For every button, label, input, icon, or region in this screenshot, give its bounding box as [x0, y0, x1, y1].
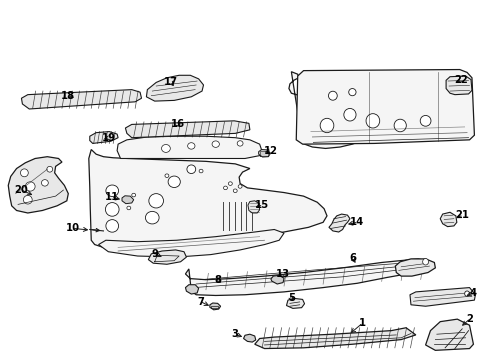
Polygon shape [287, 298, 305, 309]
Ellipse shape [238, 185, 242, 188]
Text: 13: 13 [276, 269, 290, 279]
Text: 22: 22 [454, 75, 467, 85]
Polygon shape [22, 90, 142, 109]
Text: 1: 1 [359, 319, 366, 328]
Ellipse shape [349, 89, 356, 96]
Polygon shape [147, 75, 203, 101]
Polygon shape [446, 76, 472, 95]
Text: 8: 8 [215, 275, 221, 285]
Polygon shape [90, 132, 118, 143]
Text: 7: 7 [197, 297, 204, 307]
Ellipse shape [394, 119, 406, 132]
Ellipse shape [21, 169, 28, 177]
Polygon shape [289, 72, 372, 148]
Ellipse shape [320, 118, 334, 133]
Text: 12: 12 [264, 145, 278, 156]
Ellipse shape [465, 291, 469, 296]
Text: 14: 14 [350, 217, 365, 227]
Text: 20: 20 [15, 185, 28, 195]
Polygon shape [125, 121, 250, 138]
Ellipse shape [423, 258, 429, 265]
Text: 5: 5 [288, 293, 295, 303]
Ellipse shape [168, 176, 180, 188]
Polygon shape [296, 69, 474, 144]
Polygon shape [89, 149, 327, 248]
Ellipse shape [233, 189, 237, 193]
Ellipse shape [228, 182, 232, 185]
Ellipse shape [223, 186, 227, 190]
Polygon shape [440, 212, 457, 226]
Text: 6: 6 [349, 253, 356, 263]
Polygon shape [148, 250, 186, 264]
Text: 2: 2 [466, 314, 473, 324]
Ellipse shape [344, 108, 356, 121]
Polygon shape [248, 201, 260, 213]
Polygon shape [210, 303, 220, 310]
Text: 11: 11 [105, 192, 120, 202]
Polygon shape [117, 136, 262, 158]
Polygon shape [244, 334, 256, 342]
Ellipse shape [162, 144, 171, 152]
Text: 4: 4 [470, 288, 477, 298]
Ellipse shape [165, 174, 169, 177]
Polygon shape [185, 285, 198, 294]
Text: 9: 9 [151, 248, 158, 258]
Text: 16: 16 [171, 120, 185, 129]
Polygon shape [395, 259, 435, 276]
Polygon shape [98, 229, 284, 257]
Polygon shape [185, 259, 431, 296]
Ellipse shape [42, 180, 49, 186]
Ellipse shape [187, 165, 196, 174]
Ellipse shape [149, 194, 164, 208]
Text: 15: 15 [255, 200, 269, 210]
Ellipse shape [212, 141, 220, 147]
Ellipse shape [132, 193, 136, 197]
Ellipse shape [25, 182, 35, 191]
Ellipse shape [237, 141, 243, 146]
Polygon shape [8, 157, 68, 213]
Ellipse shape [127, 206, 131, 210]
Text: 19: 19 [102, 133, 116, 143]
Ellipse shape [106, 185, 119, 197]
Polygon shape [410, 288, 475, 306]
Text: 10: 10 [66, 224, 80, 233]
Polygon shape [255, 328, 416, 348]
Ellipse shape [366, 114, 380, 128]
Ellipse shape [24, 195, 32, 204]
Text: 17: 17 [164, 77, 178, 87]
Ellipse shape [146, 211, 159, 224]
Text: 3: 3 [232, 329, 239, 339]
Polygon shape [122, 196, 134, 204]
Ellipse shape [106, 220, 119, 232]
Text: 21: 21 [455, 210, 469, 220]
Ellipse shape [188, 143, 195, 149]
Ellipse shape [105, 203, 119, 216]
Polygon shape [329, 214, 350, 232]
Polygon shape [271, 275, 284, 284]
Ellipse shape [420, 116, 431, 126]
Polygon shape [259, 149, 270, 157]
Ellipse shape [328, 91, 337, 100]
Text: 18: 18 [61, 91, 75, 101]
Polygon shape [426, 319, 473, 350]
Ellipse shape [47, 166, 53, 172]
Ellipse shape [199, 169, 203, 173]
